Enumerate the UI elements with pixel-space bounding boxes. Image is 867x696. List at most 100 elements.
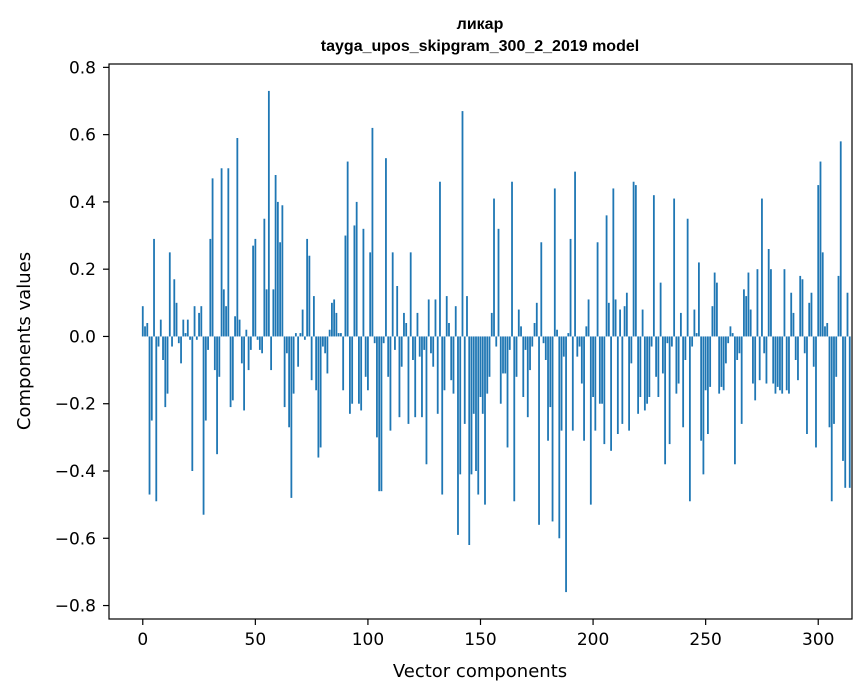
bar <box>236 138 239 337</box>
bar <box>346 161 349 337</box>
bar <box>331 302 333 337</box>
bar <box>283 336 286 408</box>
bar <box>722 336 725 391</box>
bar <box>432 336 435 367</box>
bar <box>711 306 714 337</box>
bar <box>213 336 216 371</box>
bar <box>630 336 633 364</box>
bar <box>565 336 567 593</box>
bar <box>166 336 169 394</box>
bar <box>830 336 833 502</box>
bar <box>396 286 399 337</box>
bar <box>661 336 664 374</box>
bar <box>218 336 221 377</box>
bar <box>646 336 649 404</box>
bar <box>385 158 387 337</box>
bar <box>306 238 309 337</box>
bar <box>409 252 412 337</box>
bar <box>254 238 257 337</box>
bar <box>321 336 324 347</box>
bar <box>713 272 716 337</box>
bar <box>531 336 534 347</box>
bar <box>202 336 205 515</box>
bar <box>204 336 207 421</box>
bar <box>337 333 340 337</box>
bar <box>412 336 414 360</box>
bar <box>177 336 180 344</box>
bar <box>691 336 694 347</box>
bar <box>369 252 372 337</box>
bar <box>529 336 531 371</box>
bar <box>312 296 315 337</box>
x-tick-label: 100 <box>352 630 384 650</box>
bar <box>740 336 743 424</box>
bar <box>526 336 529 418</box>
bar <box>159 319 162 337</box>
bar <box>664 336 667 465</box>
bar <box>709 336 712 387</box>
bar <box>810 292 813 337</box>
bar <box>698 262 700 337</box>
bar <box>349 336 351 414</box>
y-tick-label: −0.4 <box>55 462 96 482</box>
bar <box>788 336 790 394</box>
bar <box>770 269 772 337</box>
bar <box>373 336 376 344</box>
bar <box>173 279 176 337</box>
y-tick-label: 0.4 <box>69 193 96 213</box>
bar <box>211 178 214 337</box>
bar <box>506 336 509 448</box>
bar <box>294 333 297 337</box>
bar <box>265 289 268 337</box>
bar <box>540 242 543 337</box>
bar <box>839 141 842 337</box>
bar <box>666 336 669 344</box>
bar <box>765 336 768 384</box>
bar <box>652 195 655 337</box>
bar <box>614 299 617 337</box>
x-tick-label: 250 <box>689 630 721 650</box>
bar <box>249 336 252 350</box>
bar <box>551 336 554 522</box>
bar <box>623 306 626 337</box>
bar <box>342 336 345 391</box>
bar <box>186 319 189 337</box>
bar <box>200 306 203 337</box>
bar <box>247 336 250 371</box>
bar <box>481 336 484 414</box>
bar <box>756 269 759 337</box>
bar <box>256 336 259 340</box>
bar <box>535 302 538 337</box>
bar <box>745 296 748 337</box>
bar <box>148 336 151 495</box>
bar <box>727 336 730 344</box>
bar <box>472 336 475 414</box>
bar <box>427 299 430 337</box>
bar <box>443 336 446 391</box>
bar <box>752 336 754 384</box>
bar <box>772 336 775 384</box>
bar <box>720 336 723 387</box>
bar <box>668 336 671 445</box>
bar <box>303 336 306 340</box>
bar <box>387 336 390 377</box>
y-tick-label: 0.6 <box>69 126 96 146</box>
bar <box>499 336 502 404</box>
bar <box>164 336 167 408</box>
bar <box>360 336 363 411</box>
y-tick-label: 0.8 <box>69 58 96 78</box>
bar <box>761 198 763 337</box>
bar <box>549 336 552 408</box>
bar <box>560 336 563 431</box>
bar <box>806 336 808 434</box>
y-axis-ticks: −0.8 −0.6 −0.4 −0.2 0.0 0.2 0.4 0.6 0.8 <box>55 58 109 617</box>
bar <box>632 181 635 337</box>
bar <box>533 323 536 337</box>
bar <box>826 323 829 337</box>
y-tick-label: −0.2 <box>55 395 96 415</box>
bar <box>227 168 230 337</box>
bar <box>837 275 840 337</box>
bar <box>328 329 331 337</box>
bar <box>553 188 556 337</box>
bar <box>673 198 676 337</box>
